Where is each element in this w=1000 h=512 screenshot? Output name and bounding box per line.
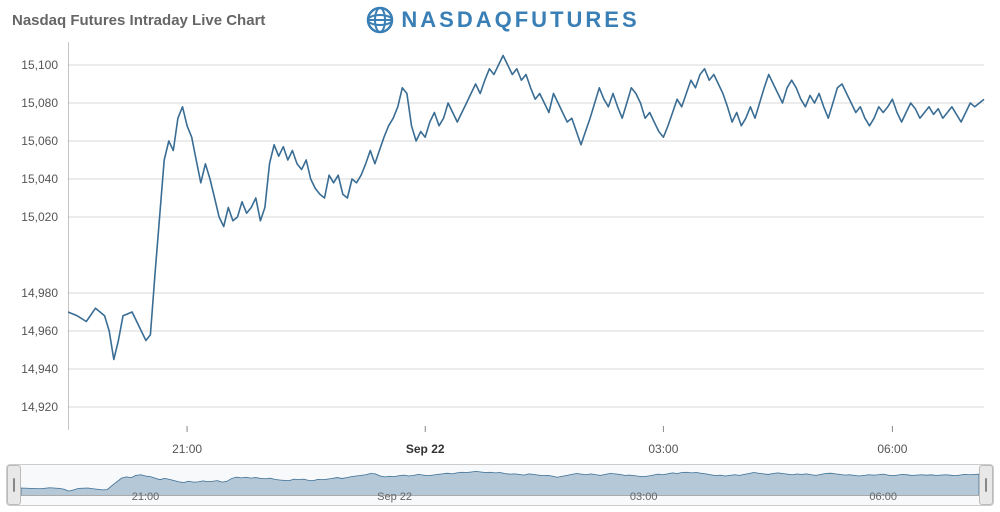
nav-body[interactable]: 21:00 Sep 22 03:00 06:00 (21, 465, 979, 505)
nav-x-tick-label: 06:00 (869, 491, 897, 503)
brand-logo: NASDAQFUTURES (365, 5, 639, 35)
x-tick-label: Sep 22 (406, 442, 445, 456)
chart-header: Nasdaq Futures Intraday Live Chart NASDA… (0, 0, 1000, 36)
y-tick-label: 15,040 (21, 172, 58, 186)
chart-title: Nasdaq Futures Intraday Live Chart (12, 12, 265, 29)
nav-handle-left[interactable] (7, 465, 21, 505)
x-tick-label: 03:00 (648, 442, 678, 456)
nav-handle-right[interactable] (979, 465, 993, 505)
line-chart-svg (68, 40, 988, 438)
nav-sparkline-svg (21, 465, 979, 505)
x-tick-label: 06:00 (877, 442, 907, 456)
y-tick-label: 14,940 (21, 362, 58, 376)
nav-x-tick-label: Sep 22 (377, 491, 412, 503)
x-tick-label: 21:00 (172, 442, 202, 456)
y-axis-labels: 14,920 14,940 14,960 14,980 15,020 15,040 15,0… (0, 40, 64, 438)
y-tick-label: 14,980 (21, 286, 58, 300)
nav-x-tick-label: 03:00 (630, 491, 658, 503)
y-tick-label: 14,920 (21, 400, 58, 414)
y-tick-label: 15,020 (21, 210, 58, 224)
y-tick-label: 15,100 (21, 58, 58, 72)
brand-text: NASDAQFUTURES (401, 7, 639, 33)
y-tick-label: 15,080 (21, 96, 58, 110)
chart-plot-area[interactable] (68, 40, 988, 438)
x-axis-labels: 21:00 Sep 22 03:00 06:00 (68, 440, 988, 460)
y-tick-label: 14,960 (21, 324, 58, 338)
globe-icon (365, 5, 395, 35)
nav-x-tick-label: 21:00 (132, 491, 160, 503)
y-tick-label: 15,060 (21, 134, 58, 148)
range-navigator[interactable]: 21:00 Sep 22 03:00 06:00 (6, 464, 994, 506)
